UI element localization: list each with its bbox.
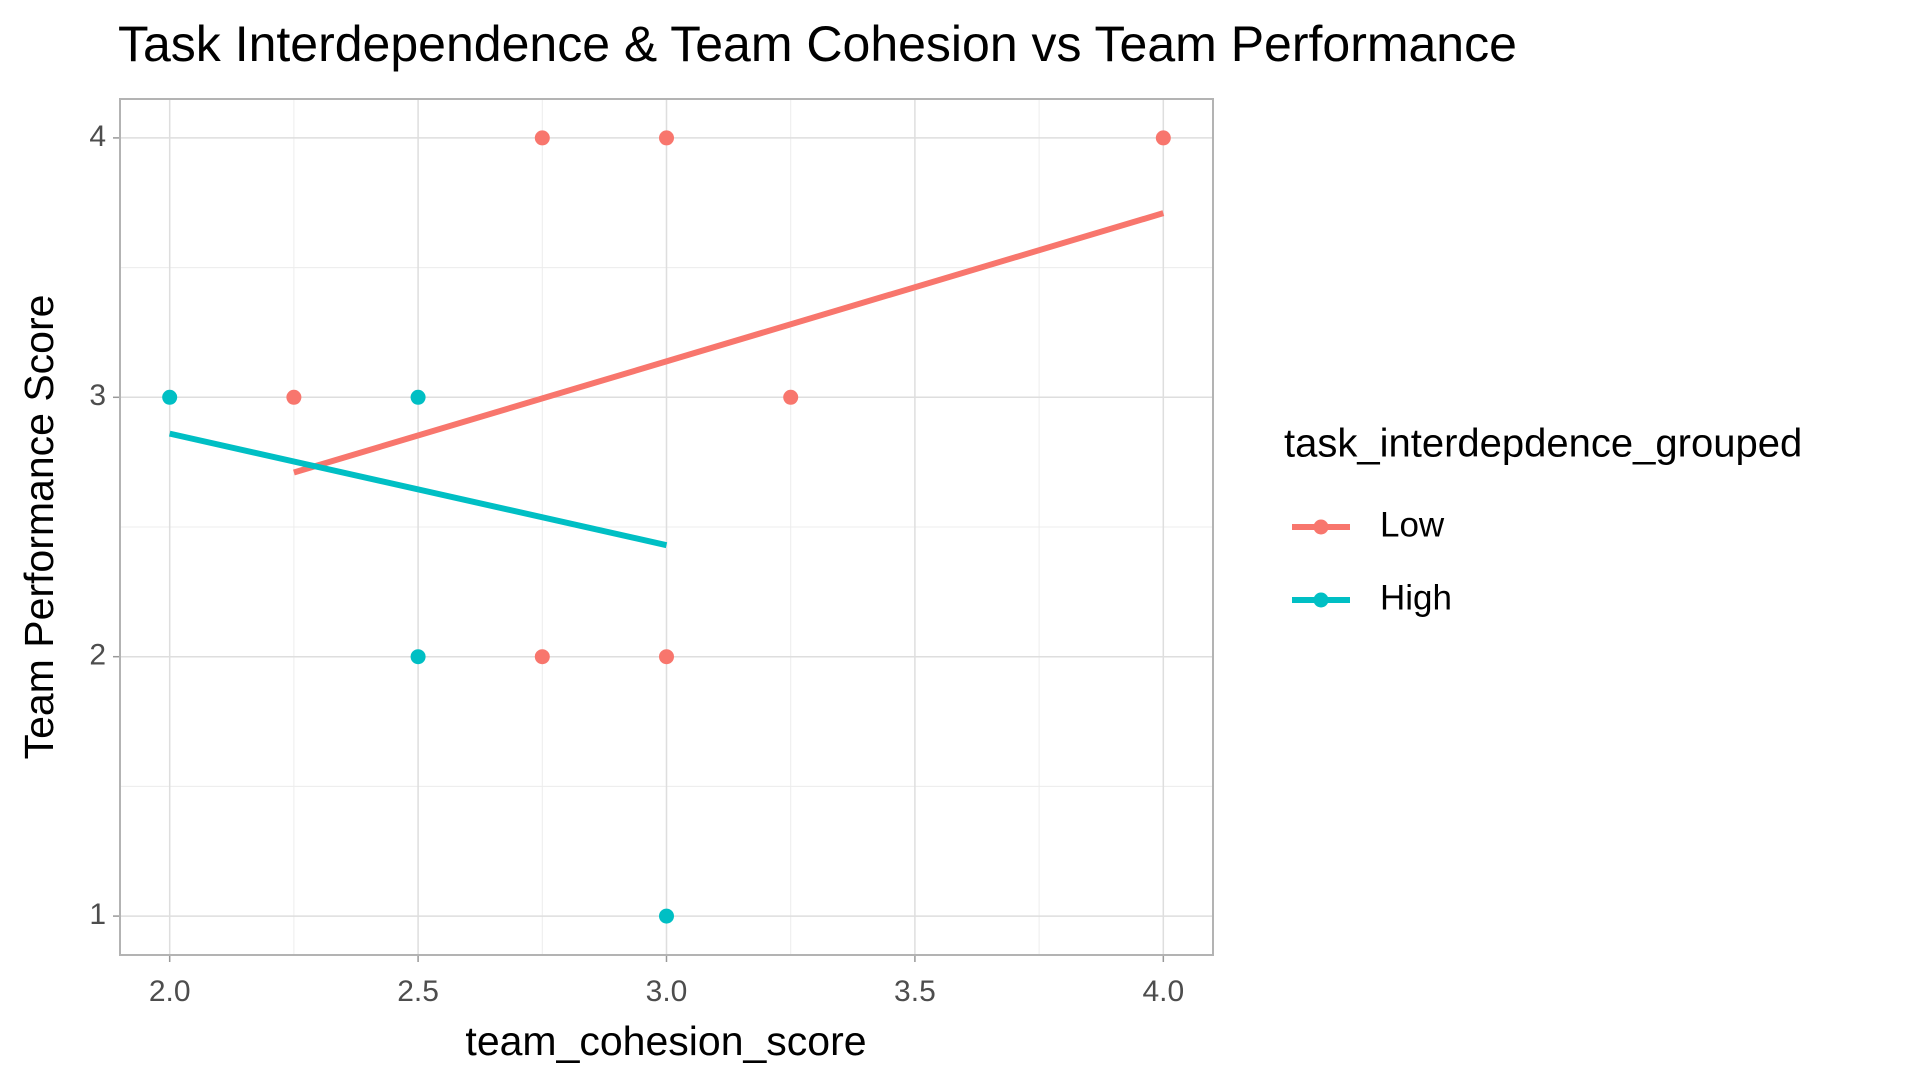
legend-title: task_interdepdence_grouped (1284, 422, 1802, 466)
data-point (534, 130, 550, 146)
x-tick-label: 4.0 (1142, 975, 1184, 1008)
data-point (410, 389, 426, 405)
legend-label: Low (1380, 505, 1445, 544)
y-tick-label: 4 (89, 120, 106, 153)
y-axis-title: Team Performance Score (16, 295, 62, 760)
y-tick-label: 3 (89, 379, 106, 412)
legend-label: High (1380, 578, 1452, 617)
x-tick-label: 2.0 (149, 975, 191, 1008)
data-point (659, 908, 674, 924)
data-point (659, 649, 674, 665)
x-tick-label: 3.5 (894, 975, 936, 1008)
x-tick-label: 3.0 (646, 975, 688, 1008)
y-tick-label: 2 (89, 639, 106, 672)
fit-line (293, 210, 1165, 476)
legend-key-point (1313, 592, 1329, 608)
x-tick-label: 2.5 (397, 975, 439, 1008)
y-tick-label: 1 (89, 898, 106, 931)
legend-key-point (1313, 519, 1329, 535)
panel-border (119, 98, 1214, 956)
fit-line (169, 430, 668, 549)
data-point (783, 389, 799, 405)
x-axis-title: team_cohesion_score (465, 1018, 866, 1064)
chart-title: Task Interdependence & Team Cohesion vs … (118, 16, 1517, 72)
data-point (659, 130, 674, 146)
data-point (1155, 130, 1171, 146)
data-point (534, 649, 550, 665)
data-point (410, 649, 426, 665)
data-point (286, 389, 302, 405)
data-point (162, 389, 178, 405)
